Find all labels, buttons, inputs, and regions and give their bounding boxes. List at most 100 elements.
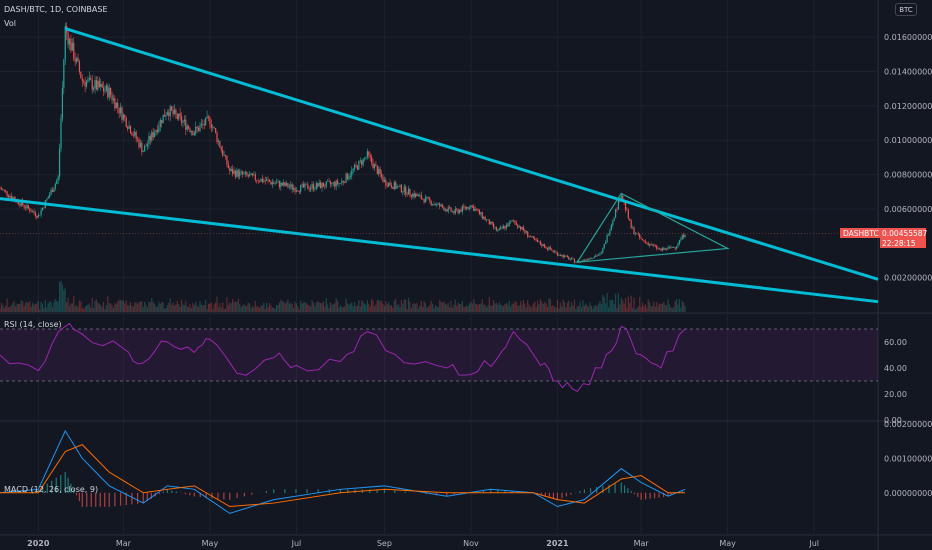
volume-bar (93, 308, 95, 312)
macd-histogram-bar (75, 492, 78, 496)
candle-body (186, 126, 188, 130)
candle-body (475, 208, 478, 211)
candle-body (352, 168, 354, 170)
candle-body (446, 209, 448, 212)
candle-body (556, 252, 559, 256)
volume-bar (571, 302, 573, 312)
volume-bar (241, 305, 244, 312)
candle-body (624, 202, 627, 210)
candle-body (664, 248, 666, 250)
candle-body (206, 116, 208, 118)
volume-bar (440, 301, 442, 312)
volume-bar (677, 304, 679, 312)
volume-bar (139, 301, 142, 312)
candle-body (336, 180, 339, 185)
candle-body (219, 141, 221, 148)
candle-body (382, 176, 384, 182)
volume-bar (380, 300, 383, 312)
volume-bar (470, 301, 472, 312)
candle-body (249, 174, 251, 177)
candle-body (362, 158, 364, 165)
volume-bar (169, 298, 171, 312)
candle-body (426, 197, 428, 198)
candle-body (171, 106, 173, 111)
candle-body (555, 251, 557, 253)
candle-body (214, 128, 217, 133)
volume-bar (190, 308, 193, 312)
candle-body (430, 200, 432, 206)
volume-bar (493, 300, 495, 312)
volume-bar (345, 298, 347, 312)
candle-body (657, 248, 659, 249)
price-panel[interactable] (0, 22, 879, 312)
candle-body (98, 80, 100, 87)
macd-panel[interactable] (0, 429, 686, 514)
volume-bar (302, 302, 305, 312)
candle-body (545, 247, 547, 249)
volume-bar (240, 307, 242, 312)
candle-body (450, 207, 452, 212)
macd-histogram-bar (104, 492, 106, 507)
volume-bar (595, 304, 597, 312)
candle-body (274, 183, 276, 184)
candle-body (419, 194, 421, 196)
candle-body (375, 164, 377, 167)
volume-bar (220, 307, 222, 312)
candle-body (385, 179, 387, 186)
candle-body (671, 247, 673, 248)
candle-body (129, 125, 132, 134)
macd-line (0, 429, 686, 514)
candle-body (515, 222, 517, 226)
macd-histogram-bar (70, 483, 72, 494)
candle-body (24, 207, 27, 209)
candle-body (372, 162, 374, 168)
currency-button[interactable]: BTC (895, 3, 917, 16)
volume-bar (514, 301, 516, 312)
price-tick-label: 0.00600000 (884, 205, 932, 214)
candle-body (240, 171, 242, 173)
candle-body (590, 257, 593, 259)
candle-body (616, 209, 618, 210)
volume-bar (264, 308, 266, 312)
volume-bar (399, 307, 401, 312)
candle-body (565, 255, 567, 257)
candle-body (295, 190, 298, 192)
macd-histogram-bar (490, 489, 492, 494)
candle-body (627, 210, 629, 219)
candle-body (650, 244, 652, 246)
volume-bar (528, 304, 530, 312)
volume-bar (612, 299, 614, 312)
candle-body (270, 181, 272, 185)
volume-bar (454, 299, 456, 312)
candle-body (379, 168, 381, 174)
rsi-panel[interactable] (0, 322, 878, 393)
volume-bar (684, 305, 686, 312)
candle-body (549, 247, 551, 250)
macd-histogram-bar (46, 483, 48, 494)
candle-body (355, 164, 357, 166)
volume-bar (446, 304, 448, 312)
volume-bar (271, 307, 273, 312)
macd-histogram-bar (544, 492, 546, 497)
volume-bar (534, 301, 536, 312)
candle-body (77, 58, 79, 62)
candle-body (30, 211, 32, 213)
macd-tick-label: 0.00200000 (884, 420, 932, 429)
candle-body (644, 241, 646, 243)
volume-bar (22, 301, 24, 312)
candle-body (285, 183, 288, 186)
volume-bar (285, 302, 288, 312)
volume-bar (443, 301, 445, 312)
candle-body (339, 183, 342, 184)
candle-body (209, 117, 211, 125)
candle-body (511, 220, 513, 222)
candle-body (166, 112, 168, 116)
candle-body (293, 187, 295, 190)
candle-body (416, 193, 418, 197)
candle-body (395, 182, 397, 189)
candle-body (345, 173, 347, 183)
candle-body (402, 191, 404, 193)
candle-body (542, 244, 544, 247)
volume-bar (356, 305, 359, 312)
